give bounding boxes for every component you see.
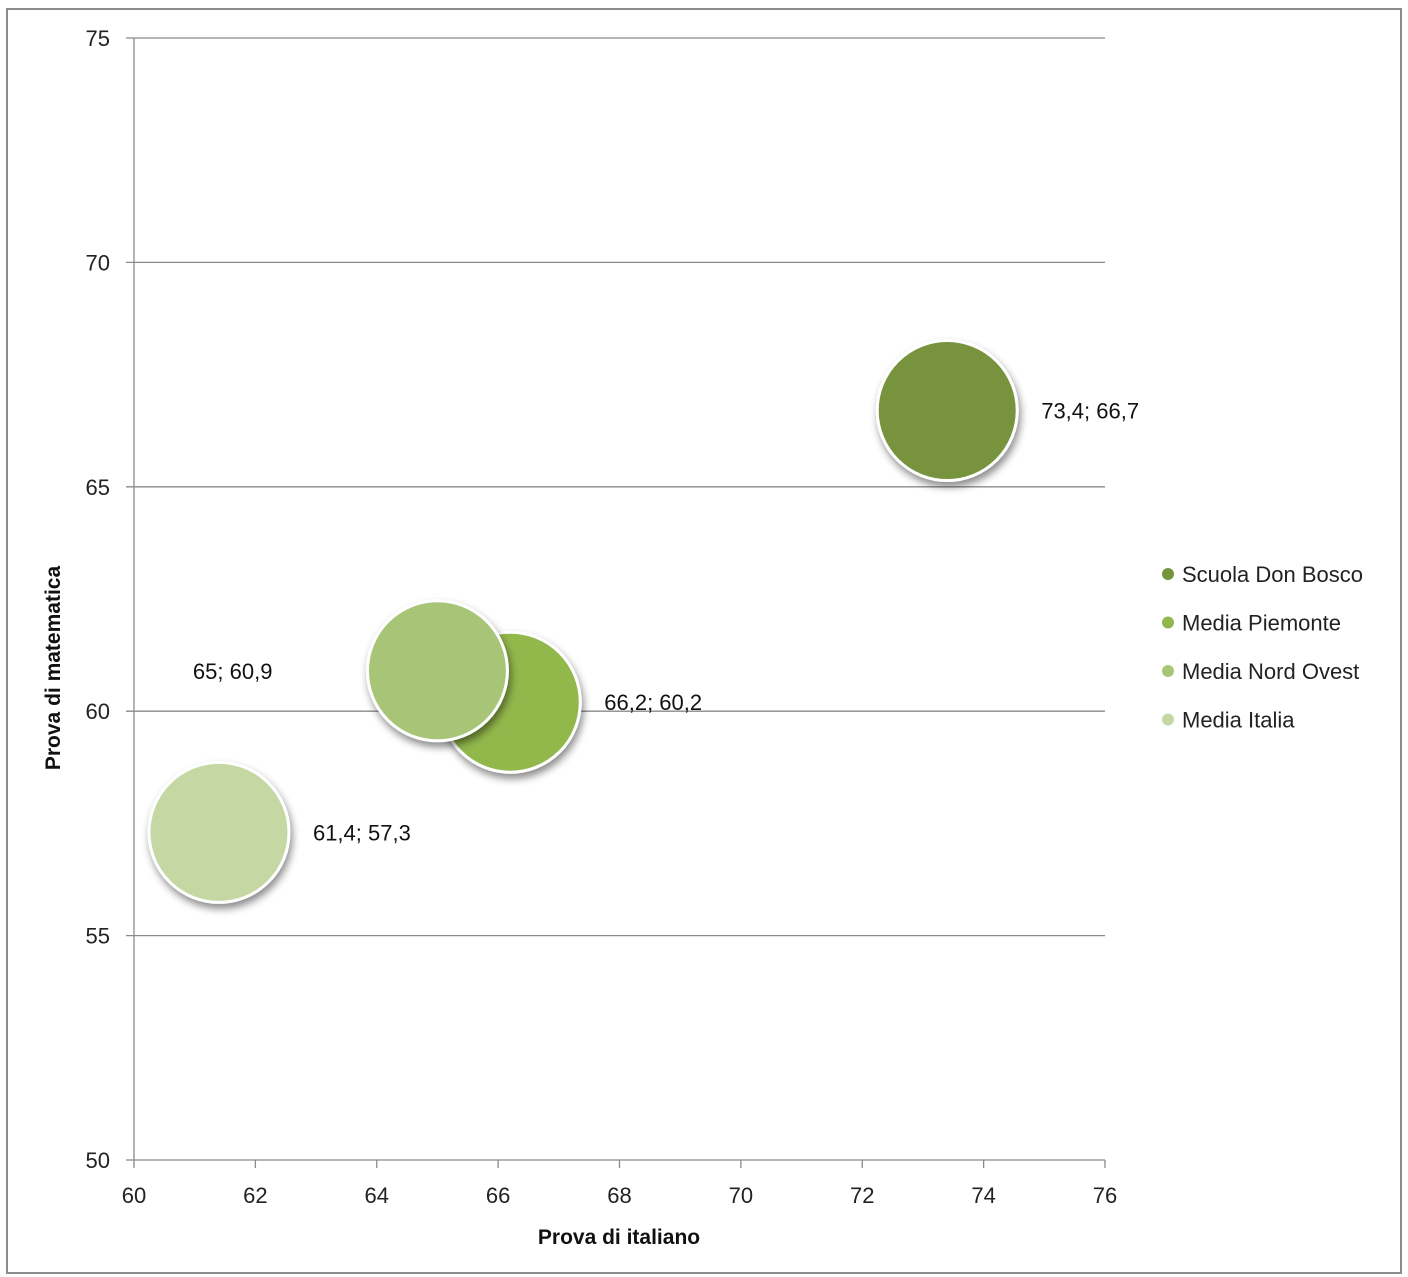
x-tick-label: 62	[243, 1183, 267, 1208]
legend-entry: Media Italia	[1182, 708, 1295, 733]
legend-marker	[1162, 665, 1174, 677]
axes: 50 55 60 65 70 75 60 62 64 66 68 70 72 74 76	[86, 26, 1118, 1208]
y-tick-label: 55	[86, 924, 110, 949]
data-label: 65; 60,9	[193, 659, 273, 684]
x-tick-label: 60	[122, 1183, 146, 1208]
legend-entry: Media Nord Ovest	[1182, 659, 1359, 684]
x-axis-title: Prova di italiano	[538, 1226, 700, 1249]
y-axis-title: Prova di matematica	[42, 566, 65, 771]
bubble-media-italia	[147, 760, 291, 904]
legend: Scuola Don Bosco Media Piemonte Media Nord…	[1162, 562, 1363, 733]
y-tick-label: 50	[86, 1148, 110, 1173]
x-tick-label: 70	[729, 1183, 753, 1208]
data-label: 66,2; 60,2	[604, 690, 702, 715]
x-tick-label: 66	[486, 1183, 510, 1208]
legend-marker	[1162, 568, 1174, 580]
data-label: 61,4; 57,3	[313, 820, 411, 845]
x-tick-label: 68	[607, 1183, 631, 1208]
y-tick-label: 70	[86, 250, 110, 275]
y-tick-label: 65	[86, 475, 110, 500]
y-tick-label: 60	[86, 699, 110, 724]
x-tick-label: 72	[850, 1183, 874, 1208]
gridlines	[126, 37, 1105, 1161]
x-tick-label: 74	[971, 1183, 995, 1208]
legend-marker	[1162, 713, 1174, 726]
bubble-media-nord-ovest	[365, 599, 509, 743]
legend-entry: Scuola Don Bosco	[1182, 562, 1363, 587]
bubbles	[147, 339, 1019, 904]
data-label: 73,4; 66,7	[1041, 399, 1139, 424]
x-tick-label: 64	[365, 1183, 389, 1208]
data-labels: 73,4; 66,7 66,2; 60,2 65; 60,9 61,4; 57,3	[193, 399, 1139, 846]
chart-frame	[6, 8, 1402, 1274]
legend-marker	[1162, 616, 1174, 629]
y-tick-label: 75	[86, 26, 110, 51]
legend-entry: Media Piemonte	[1182, 611, 1341, 636]
x-tick-label: 76	[1093, 1183, 1117, 1208]
bubble-scuola-don-bosco	[875, 339, 1019, 483]
